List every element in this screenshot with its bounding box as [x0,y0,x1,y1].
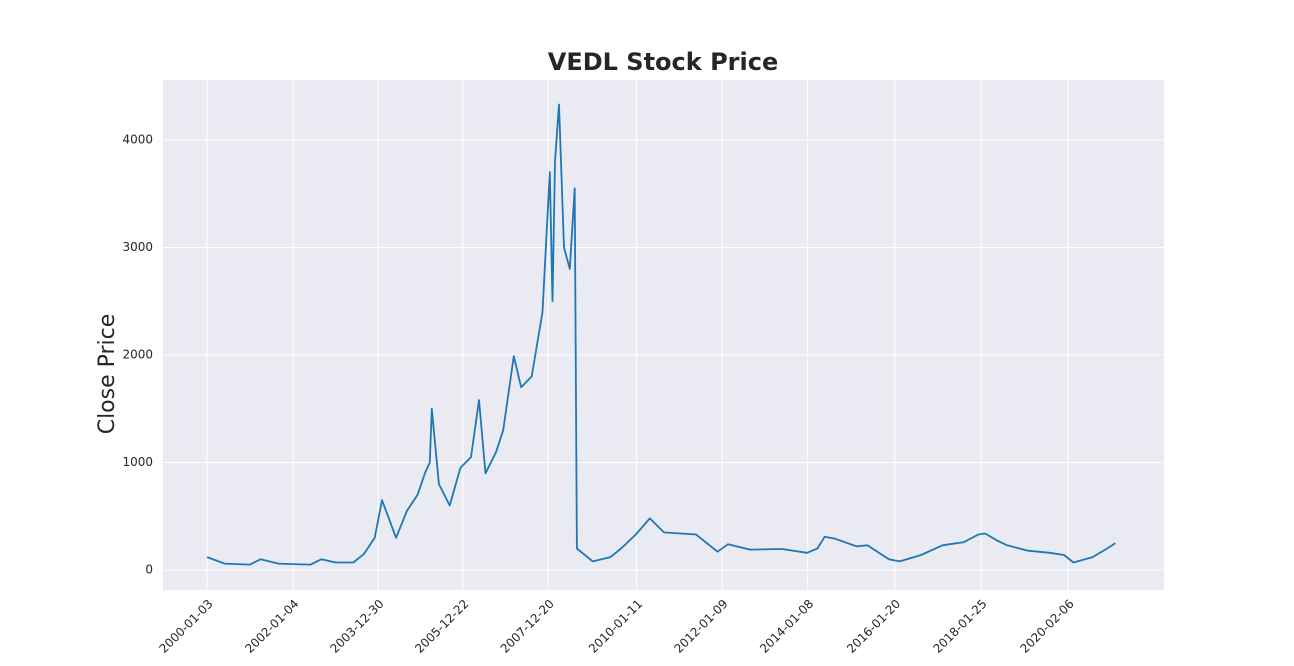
x-tick-label: 2020-02-06 [1018,597,1077,656]
y-tick-label: 4000 [122,132,153,146]
x-tick-label: 2012-01-09 [671,597,730,656]
x-tick-label: 2010-01-11 [586,597,645,656]
y-tick-label: 1000 [122,455,153,469]
y-axis-label: Close Price [95,314,120,435]
x-tick-label: 2014-01-08 [757,597,816,656]
line [206,103,1116,566]
x-tick-label: 2018-01-25 [930,597,989,656]
x-tick-label: 2000-01-03 [156,597,215,656]
plot-area [163,80,1164,590]
y-tick-label: 3000 [122,240,153,254]
x-tick-label: 2007-12-20 [498,597,557,656]
y-tick-label: 0 [145,563,153,577]
x-tick-label: 2016-01-20 [844,597,903,656]
x-tick-label: 2002-01-04 [242,597,301,656]
y-tick-label: 2000 [122,347,153,361]
x-tick-label: 2005-12-22 [412,597,471,656]
chart-title: VEDL Stock Price [548,48,778,76]
x-tick-label: 2003-12-30 [327,597,386,656]
